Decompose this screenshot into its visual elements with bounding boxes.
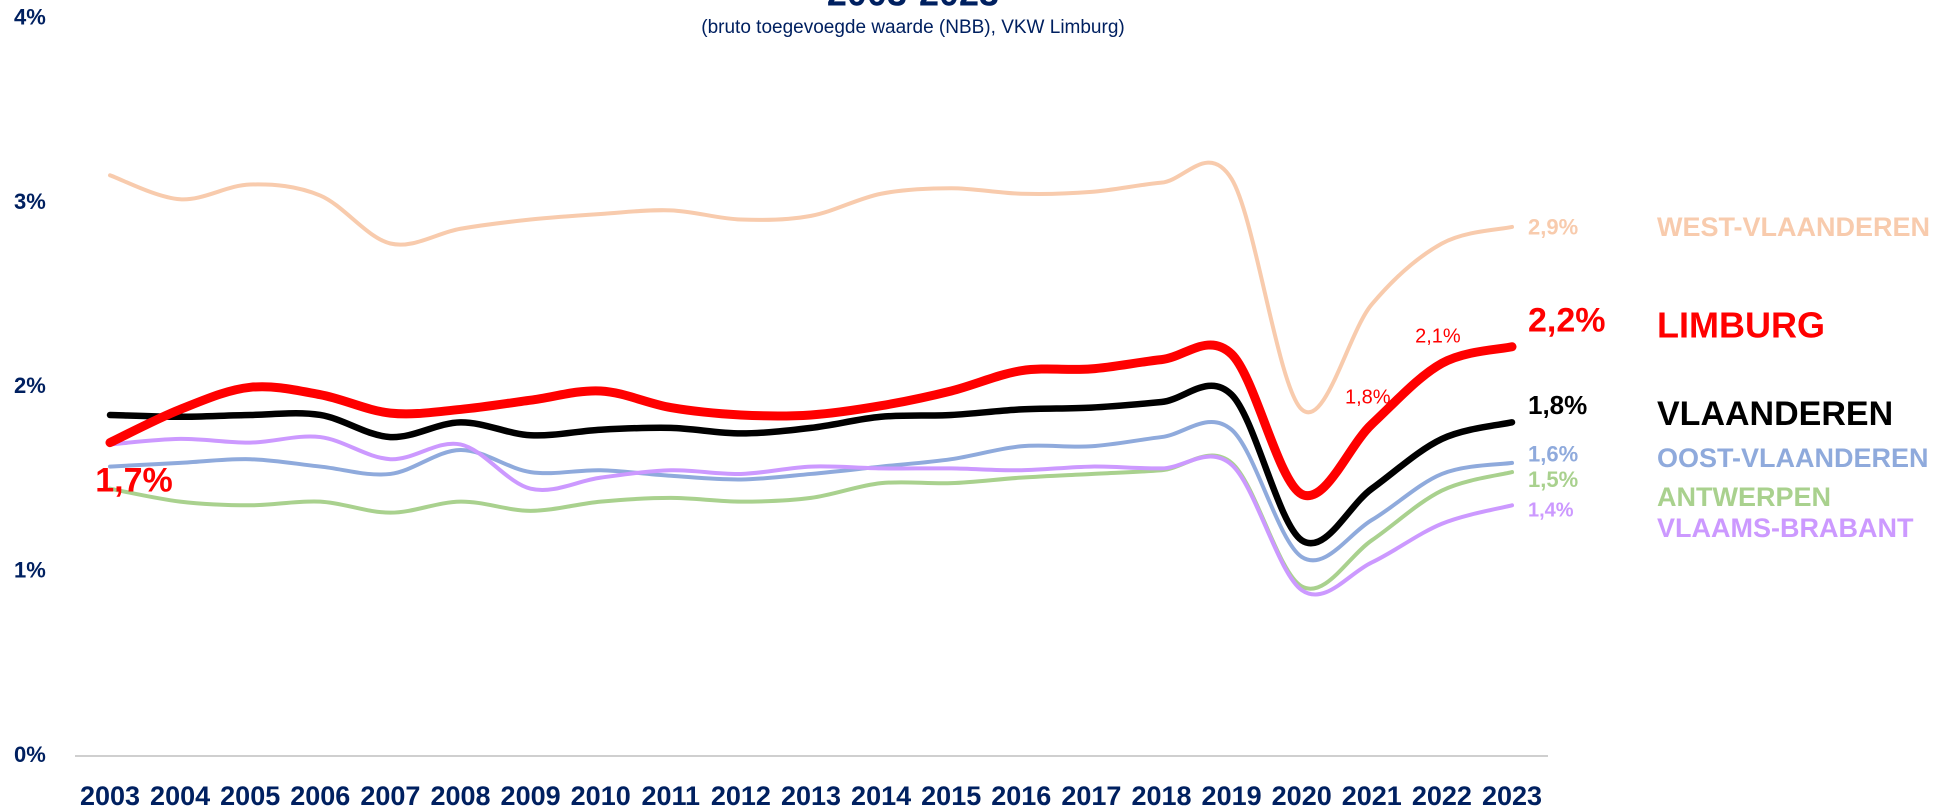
- legend-label: VLAAMS-BRABANT: [1657, 513, 1914, 543]
- x-tick-label: 2011: [642, 781, 701, 811]
- x-tick-label: 2013: [781, 781, 841, 811]
- x-tick-label: 2014: [851, 781, 911, 811]
- x-tick-label: 2022: [1412, 781, 1472, 811]
- x-tick-label: 2003: [80, 781, 140, 811]
- y-tick-label: 0%: [14, 742, 46, 767]
- value-label: 1,8%: [1528, 390, 1587, 420]
- x-tick-label: 2016: [991, 781, 1051, 811]
- value-label: 1,4%: [1528, 500, 1574, 522]
- x-tick-label: 2008: [430, 781, 490, 811]
- x-tick-label: 2010: [571, 781, 631, 811]
- legend-label: OOST-VLAANDEREN: [1657, 443, 1929, 473]
- legend-label: WEST-VLAANDEREN: [1657, 212, 1930, 242]
- x-tick-label: 2005: [220, 781, 280, 811]
- x-tick-label: 2009: [501, 781, 561, 811]
- y-tick-label: 4%: [14, 4, 46, 29]
- legend-label: ANTWERPEN: [1657, 482, 1831, 512]
- x-tick-label: 2007: [360, 781, 420, 811]
- value-label: 1,8%: [1345, 386, 1391, 408]
- x-tick-label: 2023: [1482, 781, 1542, 811]
- series-line: [108, 419, 1514, 563]
- y-tick-label: 3%: [14, 189, 46, 214]
- x-tick-label: 2017: [1061, 781, 1121, 811]
- x-tick-label: 2012: [711, 781, 771, 811]
- x-tick-label: 2018: [1131, 781, 1191, 811]
- value-label: 2,9%: [1528, 215, 1578, 240]
- x-tick-label: 2015: [921, 781, 981, 811]
- value-label: 1,7%: [95, 462, 173, 500]
- chart-title: 2003-2023: [827, 0, 999, 14]
- x-tick-label: 2020: [1272, 781, 1332, 811]
- y-tick-label: 1%: [14, 557, 46, 582]
- series-line: [108, 160, 1514, 415]
- legend-label: VLAANDEREN: [1657, 395, 1893, 433]
- chart-subtitle: (bruto toegevoegde waarde (NBB), VKW Lim…: [701, 17, 1124, 38]
- value-label: 2,1%: [1415, 326, 1461, 348]
- series-line: [105, 340, 1517, 501]
- legend-label: LIMBURG: [1657, 305, 1825, 346]
- x-tick-label: 2019: [1202, 781, 1262, 811]
- series-line: [108, 434, 1514, 597]
- y-tick-label: 2%: [14, 373, 46, 398]
- value-label: 1,5%: [1528, 467, 1578, 492]
- x-tick-label: 2006: [290, 781, 350, 811]
- x-tick-label: 2021: [1342, 781, 1402, 811]
- x-tick-label: 2004: [150, 781, 210, 811]
- value-label: 2,2%: [1528, 302, 1606, 340]
- value-label: 1,6%: [1528, 442, 1578, 467]
- series-line: [106, 382, 1516, 547]
